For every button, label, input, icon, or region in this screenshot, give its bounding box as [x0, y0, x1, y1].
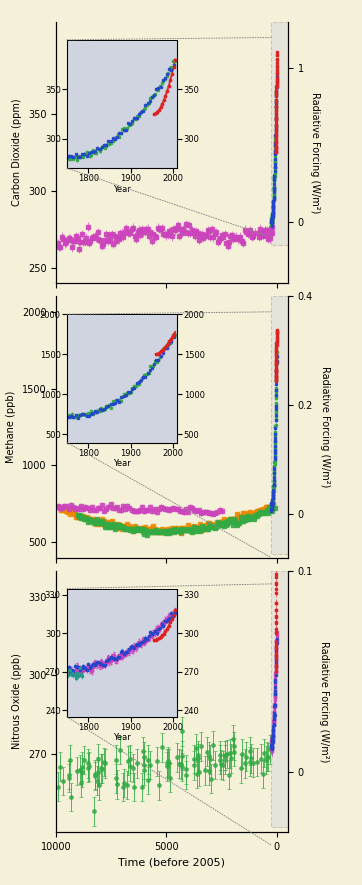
Point: [172, 52, 178, 66]
Point: [159, 97, 165, 112]
Point: [163, 89, 168, 104]
Point: [155, 347, 161, 361]
Point: [168, 615, 173, 629]
Point: [155, 105, 160, 119]
Point: [168, 332, 174, 346]
Point: [158, 344, 164, 358]
Point: [171, 327, 177, 341]
X-axis label: Year: Year: [113, 185, 131, 194]
Point: [169, 66, 175, 81]
Y-axis label: Methane (ppb): Methane (ppb): [6, 391, 16, 463]
Point: [161, 341, 167, 355]
Point: [153, 106, 159, 120]
FancyBboxPatch shape: [271, 22, 288, 245]
Y-axis label: Radiative Forcing (W/m²): Radiative Forcing (W/m²): [319, 641, 329, 762]
Y-axis label: Nitrous Oxide (ppb): Nitrous Oxide (ppb): [12, 653, 22, 750]
Point: [153, 347, 159, 361]
Point: [157, 345, 163, 359]
Point: [170, 329, 176, 343]
Y-axis label: Carbon Dioxide (ppm): Carbon Dioxide (ppm): [12, 99, 22, 206]
Point: [159, 628, 165, 643]
Point: [163, 624, 168, 638]
Point: [168, 73, 173, 87]
Point: [171, 60, 177, 74]
Y-axis label: Radiative Forcing (W/m²): Radiative Forcing (W/m²): [310, 92, 320, 213]
FancyBboxPatch shape: [271, 571, 288, 827]
Point: [172, 604, 178, 618]
Point: [167, 335, 172, 349]
Point: [163, 339, 169, 353]
Y-axis label: Radiative Forcing (W/m²): Radiative Forcing (W/m²): [320, 366, 329, 488]
Point: [158, 630, 164, 644]
X-axis label: Time (before 2005): Time (before 2005): [118, 858, 226, 867]
Point: [169, 612, 175, 626]
Point: [151, 107, 157, 121]
Point: [155, 632, 160, 646]
Point: [165, 336, 171, 350]
Point: [164, 621, 170, 635]
Point: [151, 633, 157, 647]
Point: [166, 619, 172, 633]
Point: [156, 631, 162, 645]
Point: [166, 79, 172, 93]
Point: [160, 342, 166, 357]
FancyBboxPatch shape: [271, 296, 288, 555]
Point: [171, 608, 177, 622]
Point: [158, 100, 164, 114]
Point: [153, 633, 159, 647]
Point: [161, 627, 167, 641]
X-axis label: Year: Year: [113, 459, 131, 468]
X-axis label: Year: Year: [113, 734, 131, 743]
Point: [161, 93, 167, 107]
Point: [156, 103, 162, 117]
Point: [164, 84, 170, 98]
